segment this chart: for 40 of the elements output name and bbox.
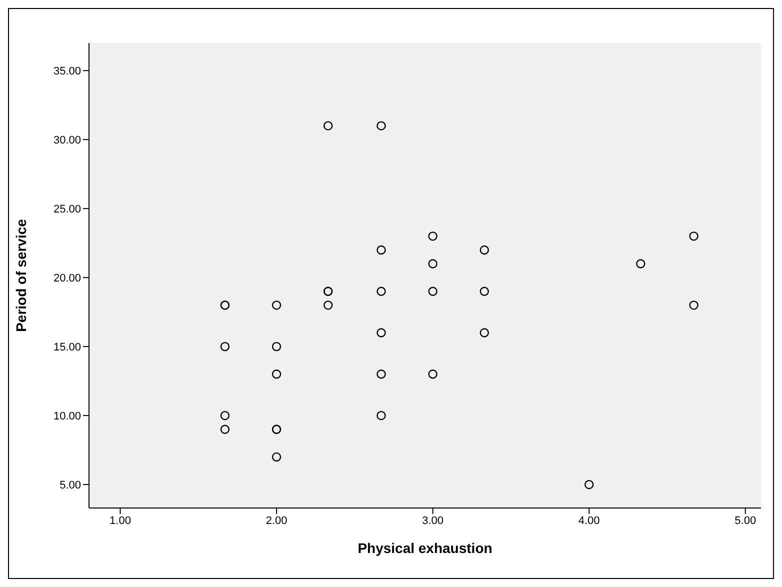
point: [480, 286, 489, 296]
point: [428, 232, 438, 241]
point: [272, 300, 282, 310]
point: [272, 370, 282, 379]
y-tick-label: 20.00: [53, 272, 81, 284]
point: [376, 286, 386, 296]
point: [428, 259, 438, 268]
y-axis-title: Period of service: [12, 218, 29, 332]
point: [428, 370, 438, 379]
x-tick-label: 5.00: [734, 514, 756, 527]
point: [376, 328, 386, 338]
x-tick-label: 3.00: [422, 514, 444, 527]
point: [324, 300, 333, 310]
point: [220, 424, 230, 434]
point: [272, 452, 282, 462]
point: [376, 245, 386, 255]
x-tick-label: 4.00: [578, 514, 600, 527]
point: [376, 370, 386, 379]
y-tick-label: 35.00: [53, 66, 81, 78]
point: [220, 342, 230, 352]
point: [480, 328, 489, 338]
y-tick-label: 15.00: [53, 341, 81, 354]
x-axis-title: Physical exhaustion: [358, 540, 492, 556]
point: [324, 121, 333, 130]
point: [428, 286, 438, 296]
y-tick-label: 25.00: [53, 203, 81, 216]
y-tick-label: 10.00: [53, 410, 81, 422]
x-tick-label: 1.00: [110, 514, 131, 527]
point: [220, 410, 230, 420]
point: [584, 480, 594, 490]
point: [272, 342, 282, 352]
point: [480, 245, 489, 255]
y-tick-label: 5.00: [60, 479, 81, 492]
point: [376, 121, 386, 130]
point: [689, 300, 698, 310]
y-tick-label: 30.00: [53, 134, 81, 146]
x-tick-label: 2.00: [266, 514, 288, 527]
point: [376, 410, 386, 420]
point: [689, 232, 698, 241]
point: [636, 259, 646, 268]
